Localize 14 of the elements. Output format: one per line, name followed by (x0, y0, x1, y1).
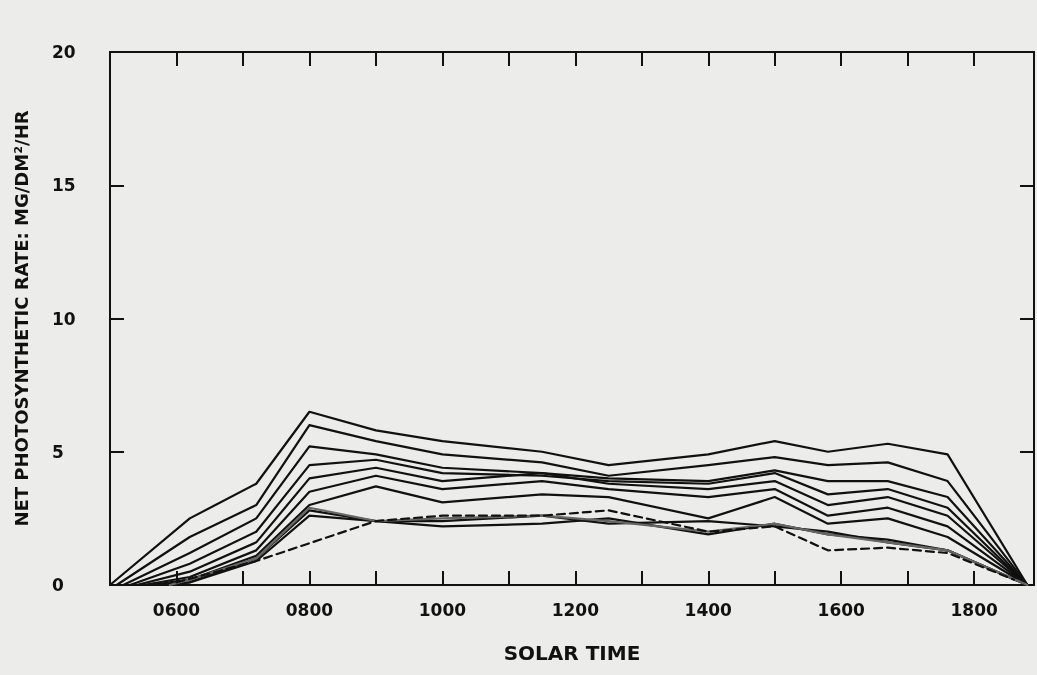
y-tick-label: 10 (52, 308, 76, 329)
x-tick-label: 0800 (285, 599, 334, 620)
y-tick-label: 5 (52, 441, 64, 462)
y-tick-label: 15 (52, 175, 76, 196)
x-tick-label: 1200 (551, 599, 600, 620)
x-tick-label: 1800 (950, 599, 998, 620)
y-tick-label: 0 (52, 575, 64, 595)
x-tick-label: 0600 (152, 599, 201, 620)
y-tick-label: 20 (52, 42, 76, 62)
y-axis-title: NET PHOTOSYNTHETIC RATE: MG/DM²/HR (10, 110, 32, 527)
x-tick-label: 1000 (418, 599, 467, 620)
x-tick-label: 1400 (684, 599, 733, 620)
x-tick-label: 1600 (817, 599, 866, 620)
x-axis-title: SOLAR TIME (503, 641, 641, 665)
